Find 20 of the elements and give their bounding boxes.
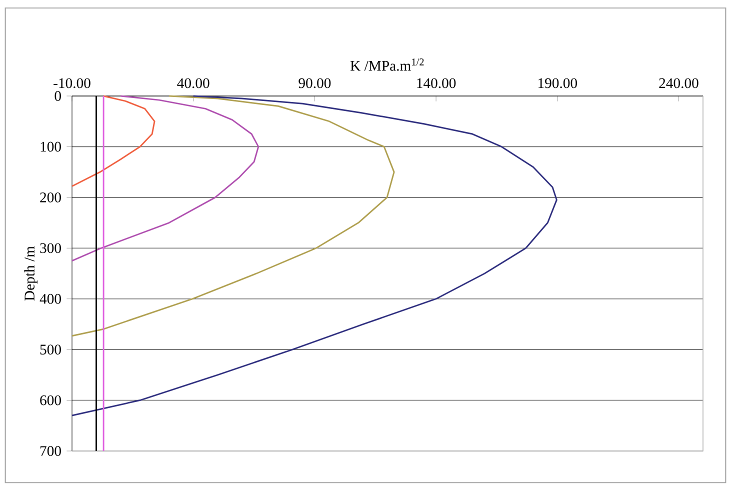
x-tick-label: 40.00 (177, 78, 210, 88)
y-tick-label: 400 (40, 294, 61, 304)
line-series (71, 95, 395, 337)
y-tick-label: 100 (40, 142, 61, 152)
x-tick-label: 190.00 (538, 78, 577, 88)
y-tick-label: 600 (40, 395, 61, 406)
y-tick-label: 200 (40, 192, 61, 202)
x-tick-label: -10.00 (54, 78, 90, 88)
x-tick-label: 240.00 (659, 78, 698, 88)
x-tick-label: 140.00 (417, 78, 456, 88)
y-tick-label: 0 (54, 91, 61, 101)
y-axis-title: Depth /m (24, 246, 38, 301)
y-tick-label: 500 (40, 344, 61, 355)
x-tick-label: 90.00 (298, 78, 331, 88)
line-series (71, 95, 260, 262)
x-axis-title: K /MPa.m$^{1/2}$ (350, 58, 424, 71)
y-tick-label: 300 (40, 243, 61, 254)
line-series (71, 95, 558, 416)
line-series (71, 95, 156, 187)
y-tick-label: 700 (40, 446, 61, 456)
